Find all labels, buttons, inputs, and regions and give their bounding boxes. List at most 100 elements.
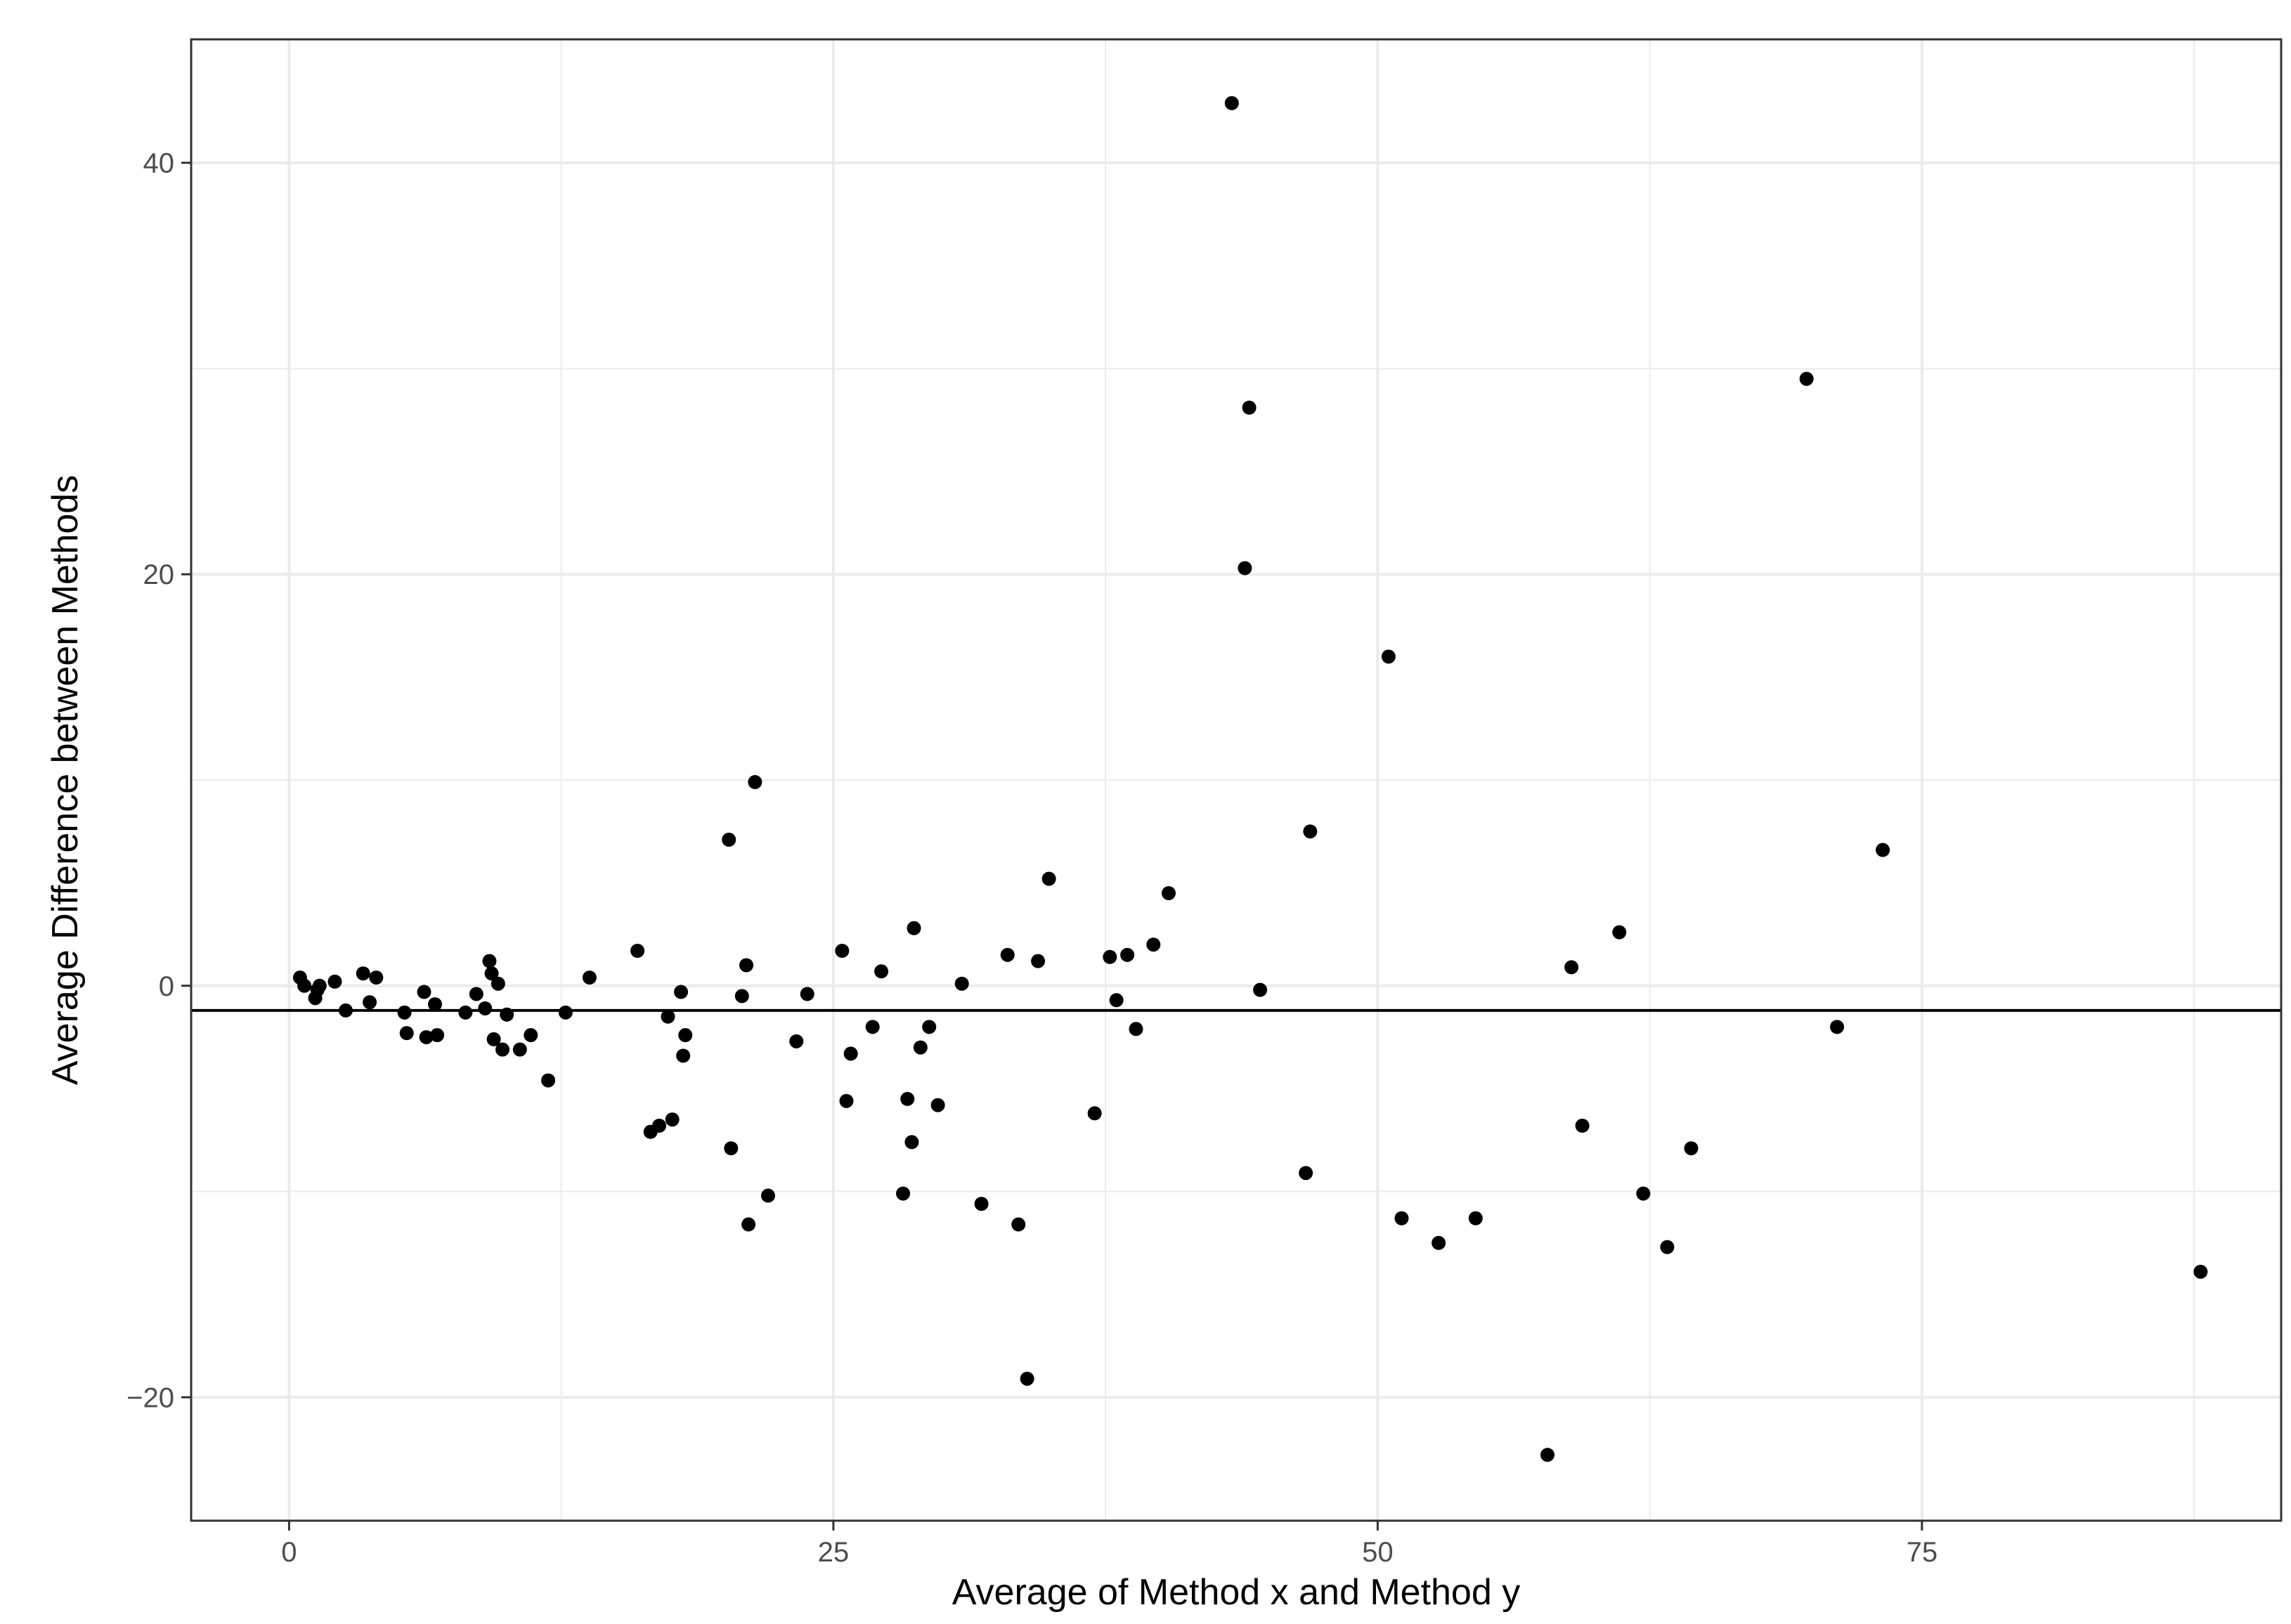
data-point [495,1042,510,1057]
data-point [356,966,370,981]
data-point [741,1217,756,1232]
major-gridlines [191,39,2281,1521]
y-axis-ticks: −20 0 20 40 [126,148,191,1413]
data-point [630,944,645,959]
data-point [486,1032,501,1046]
data-point [1238,561,1252,576]
data-point [1876,843,1890,857]
data-point [1612,925,1627,940]
y-axis-title: Average Difference between Methods [45,475,86,1085]
panel-border [190,38,2283,1522]
x-axis-title: Average of Method x and Method y [952,1572,1520,1613]
data-point [907,921,921,935]
data-point [1129,1022,1143,1037]
data-point [363,995,377,1010]
data-point [652,1118,667,1133]
data-point [900,1091,915,1106]
data-point [1299,1166,1313,1181]
data-point [524,1028,538,1043]
data-point [1103,949,1117,964]
data-point [896,1186,911,1201]
data-point [1011,1217,1026,1232]
data-point [1660,1240,1675,1254]
x-tick-label: 25 [818,1537,850,1568]
data-point [865,1020,880,1034]
data-point [913,1040,928,1055]
data-point [1020,1371,1034,1386]
data-point [1564,960,1579,975]
data-point [789,1034,804,1048]
data-point [1087,1106,1102,1121]
data-point [954,976,969,991]
data-point [800,987,814,1001]
data-point [500,1007,514,1022]
data-point [1432,1235,1446,1250]
data-point [458,1005,473,1020]
data-point [930,1098,945,1112]
data-point [1636,1186,1651,1201]
data-point [839,1093,854,1108]
y-tick-label: 0 [159,971,174,1002]
data-point [904,1135,919,1150]
data-point [469,987,483,1001]
data-point [1540,1448,1555,1462]
data-point [297,978,312,993]
data-point [399,1026,414,1041]
data-point [1303,824,1318,839]
data-point [974,1197,989,1211]
y-tick-label: 40 [143,148,175,179]
data-point [427,997,442,1012]
data-point [1799,372,1814,386]
data-point [1242,401,1257,415]
data-point [338,1003,353,1018]
data-point [1041,871,1056,886]
data-point [417,985,431,999]
data-point [491,976,505,991]
data-point [734,989,749,1003]
data-point [1830,1020,1845,1034]
data-point [1394,1211,1409,1226]
data-point [478,1001,493,1015]
data-point [1146,937,1161,952]
data-point [1224,96,1239,110]
data-point [748,774,762,789]
data-point [369,970,384,985]
data-point [678,1028,693,1043]
data-point [724,1141,739,1156]
x-tick-label: 50 [1362,1537,1394,1568]
data-point [482,954,497,968]
data-point [312,978,327,993]
data-point [722,832,736,847]
data-point [1000,947,1015,962]
y-tick-label: −20 [126,1382,174,1413]
x-tick-label: 0 [281,1537,297,1568]
y-tick-label: 20 [143,559,175,590]
data-point [541,1073,556,1088]
data-point [1468,1211,1483,1226]
data-point [484,966,499,981]
data-point [1684,1141,1699,1156]
data-point [665,1112,680,1127]
data-point [582,970,597,985]
data-point [1120,947,1135,962]
data-points [292,96,2208,1462]
x-tick-label: 75 [1907,1537,1938,1568]
data-point [1161,886,1176,901]
data-point [1031,954,1046,968]
data-point [874,964,889,979]
data-point [1253,982,1268,997]
data-point [419,1029,434,1044]
data-point [843,1046,858,1061]
data-point [922,1020,937,1034]
data-point [1575,1118,1590,1133]
data-point [760,1188,775,1203]
data-point [676,1048,691,1063]
data-point [512,1042,527,1057]
data-point [558,1005,573,1020]
data-point [430,1028,445,1043]
data-point [661,1009,675,1024]
data-point [1109,993,1124,1008]
data-point [674,985,689,999]
data-point [739,958,753,973]
